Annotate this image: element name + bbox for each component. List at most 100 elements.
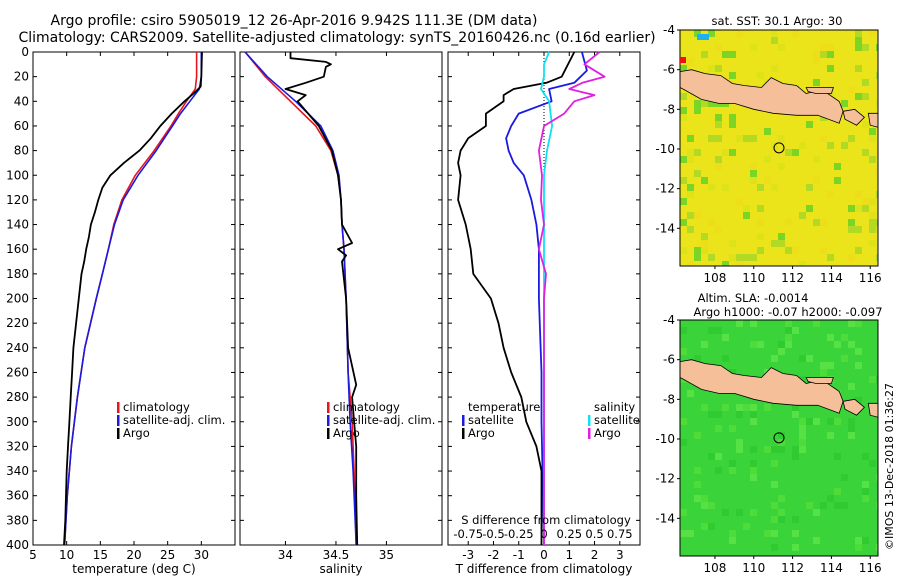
x-tick-label: 5 xyxy=(29,548,37,562)
field-cell xyxy=(848,383,855,390)
field-cell xyxy=(771,65,778,72)
legend-label: Argo xyxy=(123,426,150,440)
x-tick-label: 15 xyxy=(93,548,108,562)
field-cell xyxy=(771,37,778,44)
x-tick-label: 116 xyxy=(859,271,882,285)
legend-swatch xyxy=(588,428,591,439)
field-cell xyxy=(827,142,834,149)
legend-label: satellite-adj. clim. xyxy=(123,413,225,427)
field-cell xyxy=(694,495,701,502)
field-cell xyxy=(722,51,729,58)
field-cell xyxy=(680,530,687,537)
field-cell xyxy=(697,34,709,40)
field-cell xyxy=(855,30,862,37)
x-tick-label: 10 xyxy=(59,548,74,562)
x-tick-label: 112 xyxy=(781,271,804,285)
field-cell xyxy=(848,418,855,425)
field-cell xyxy=(757,72,764,79)
y-tick-label: 160 xyxy=(6,242,29,256)
y-tick-label: 400 xyxy=(6,538,29,552)
x-tick-label: 25 xyxy=(160,548,175,562)
field-cell xyxy=(694,149,701,156)
field-cell xyxy=(736,446,743,453)
field-cell xyxy=(813,177,820,184)
y-tick-label: 80 xyxy=(14,144,29,158)
x-tick-label: -1 xyxy=(513,548,525,562)
field-cell xyxy=(729,460,736,467)
field-cell xyxy=(827,191,834,198)
field-cell xyxy=(750,509,757,516)
field-cell xyxy=(792,544,799,551)
field-cell xyxy=(743,205,750,212)
field-cell xyxy=(869,128,876,135)
field-cell xyxy=(708,135,715,142)
field-cell xyxy=(834,488,841,495)
series-line-argo xyxy=(63,51,203,546)
legend-label: Argo xyxy=(333,426,360,440)
field-cell xyxy=(820,219,827,226)
field-cell xyxy=(848,135,855,142)
field-cell xyxy=(827,432,834,439)
field-cell xyxy=(820,51,827,58)
land-bali xyxy=(842,398,865,416)
field-cell xyxy=(729,51,736,58)
field-cell xyxy=(736,261,743,266)
y-tick-label: 0 xyxy=(21,45,29,59)
field-cell xyxy=(750,460,757,467)
field-cell xyxy=(729,467,736,474)
field-cell xyxy=(848,320,855,327)
field-cell xyxy=(855,247,862,254)
field-cell xyxy=(855,320,862,327)
header-line1: Argo profile: csiro 5905019_12 26-Apr-20… xyxy=(51,13,538,29)
field-cell xyxy=(834,418,841,425)
field-cell xyxy=(813,320,820,327)
field-cell xyxy=(785,247,792,254)
y-tick-label: -14 xyxy=(655,511,675,525)
y-tick-label: 320 xyxy=(6,439,29,453)
field-cell xyxy=(743,135,750,142)
field-cell xyxy=(876,170,878,177)
field-cell xyxy=(729,72,736,79)
series-line-argo xyxy=(284,52,359,546)
field-cell xyxy=(869,198,876,205)
field-cell xyxy=(785,149,792,156)
y-tick-label: -6 xyxy=(663,63,675,77)
field-cell xyxy=(799,446,806,453)
field-cell xyxy=(708,502,715,509)
field-cell xyxy=(736,404,743,411)
field-cell xyxy=(722,334,729,341)
field-cell xyxy=(778,341,785,348)
field-cell xyxy=(813,509,820,516)
field-cell xyxy=(743,254,750,261)
s-tick-label: -0.25 xyxy=(504,527,534,541)
y-tick-label: 220 xyxy=(6,316,29,330)
field-cell xyxy=(827,495,834,502)
field-cell xyxy=(729,425,736,432)
field-cell xyxy=(848,226,855,233)
legend-label: satellite-adj. clim. xyxy=(333,413,435,427)
field-cell xyxy=(778,135,785,142)
field-cell xyxy=(876,149,878,156)
field-cell xyxy=(820,362,827,369)
field-cell xyxy=(715,114,722,121)
float-position-marker xyxy=(773,432,785,444)
field-cell xyxy=(680,177,687,184)
y-tick-label: 380 xyxy=(6,513,29,527)
field-cell xyxy=(757,219,764,226)
field-cell xyxy=(687,58,694,65)
field-cell xyxy=(715,453,722,460)
field-cell xyxy=(771,481,778,488)
field-cell xyxy=(736,30,743,37)
field-cell xyxy=(806,502,813,509)
legend-swatch xyxy=(462,428,465,439)
field-cell xyxy=(680,57,686,63)
field-cell xyxy=(792,516,799,523)
y-tick-label: 20 xyxy=(14,70,29,84)
field-cell xyxy=(736,439,743,446)
field-cell xyxy=(855,93,862,100)
field-cell xyxy=(876,72,878,79)
x-tick-label: 108 xyxy=(703,561,726,575)
field-cell xyxy=(701,495,708,502)
field-cell xyxy=(680,65,687,72)
field-cell xyxy=(862,198,869,205)
